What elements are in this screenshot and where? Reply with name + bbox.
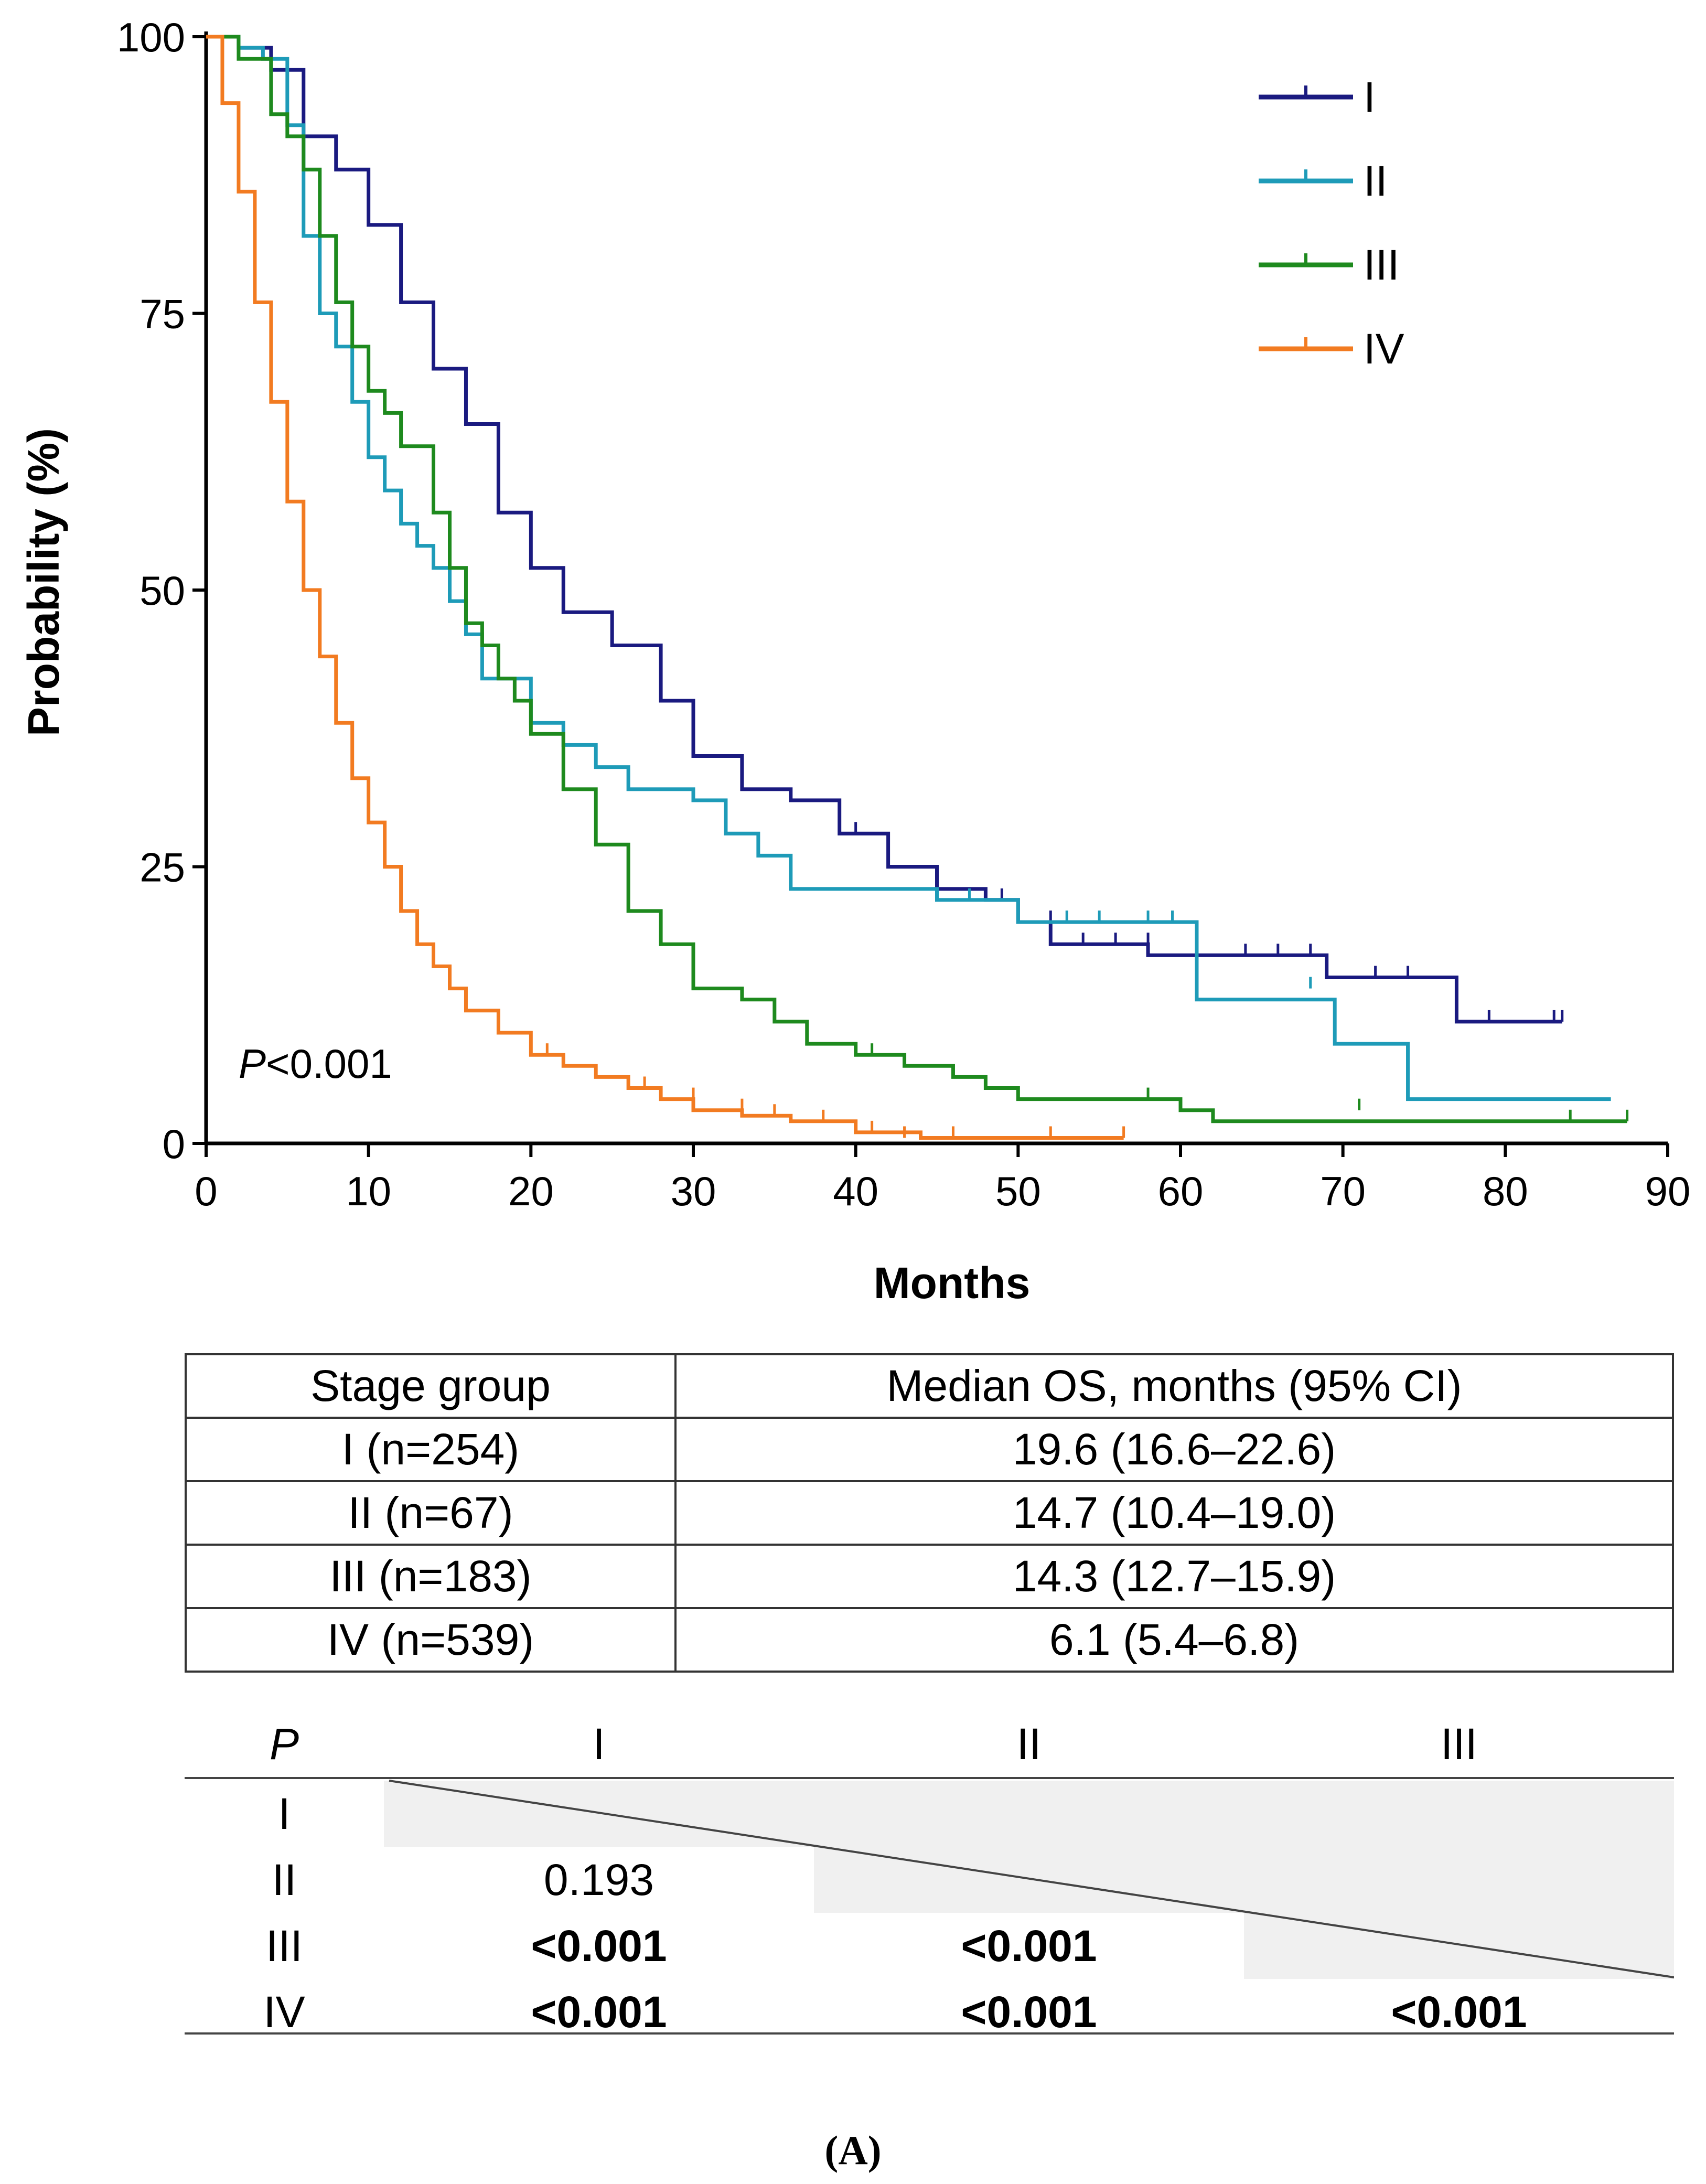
legend-label-I: I — [1364, 73, 1376, 121]
table-row: III (n=183) 14.3 (12.7–15.9) — [185, 1544, 1674, 1609]
legend-label-III: III — [1364, 241, 1399, 289]
diagonal-stroke — [389, 1780, 1674, 1978]
x-tick-label: 20 — [508, 1168, 554, 1214]
row-label-I: I — [278, 1789, 291, 1838]
col-header-I: I — [593, 1719, 605, 1769]
median-cell: 14.7 (10.4–19.0) — [674, 1480, 1674, 1546]
x-tick-label: 0 — [195, 1168, 217, 1214]
row-label-II: II — [272, 1855, 297, 1904]
ticks: 0 10 20 30 40 50 60 70 80 90 0 25 50 75 100 — [117, 14, 1691, 1214]
figure-caption: (A) — [824, 2127, 882, 2173]
table-header-row: Stage group Median OS, months (95% CI) — [185, 1353, 1674, 1419]
y-tick-label: 25 — [140, 844, 185, 891]
p-IV-vs-III: <0.001 — [1391, 1987, 1527, 2037]
x-tick-label: 50 — [995, 1168, 1041, 1214]
x-axis-label: Months — [874, 1258, 1031, 1308]
series-line-IV — [206, 35, 1124, 1140]
p-III-vs-II: <0.001 — [961, 1921, 1097, 1971]
median-os-table: Stage group Median OS, months (95% CI) I… — [185, 1353, 1674, 1673]
table-row: II (n=67) 14.7 (10.4–19.0) — [185, 1480, 1674, 1546]
series-line-I — [206, 35, 1562, 1024]
series-group — [206, 35, 1629, 1140]
p-IV-vs-II: <0.001 — [961, 1987, 1097, 2037]
stage-cell: II (n=67) — [185, 1480, 677, 1546]
y-axis-label: Probability (%) — [19, 428, 68, 736]
series-line-II — [206, 35, 1611, 1101]
y-tick-label: 50 — [140, 568, 185, 614]
series-line-III — [206, 35, 1627, 1123]
median-cell: 14.3 (12.7–15.9) — [674, 1544, 1674, 1609]
table-row: IV (n=539) 6.1 (5.4–6.8) — [185, 1607, 1674, 1673]
x-tick-label: 80 — [1483, 1168, 1528, 1214]
diagonal-line — [185, 1777, 1674, 2035]
p-III-vs-I: <0.001 — [531, 1921, 667, 1971]
legend-label-IV: IV — [1364, 325, 1404, 373]
p-IV-vs-I: <0.001 — [531, 1987, 667, 2037]
legend-label-II: II — [1364, 157, 1388, 205]
row-label-IV: IV — [263, 1987, 305, 2037]
x-tick-label: 40 — [833, 1168, 878, 1214]
header-stage-group: Stage group — [185, 1353, 677, 1419]
table-row: I (n=254) 19.6 (16.6–22.6) — [185, 1417, 1674, 1482]
shade-block — [1244, 1913, 1674, 1979]
col-header-II: II — [1016, 1719, 1042, 1769]
x-tick-label: 90 — [1645, 1168, 1691, 1214]
y-tick-label: 75 — [140, 291, 185, 337]
stage-cell: I (n=254) — [185, 1417, 677, 1482]
stage-cell: III (n=183) — [185, 1544, 677, 1609]
p-value-annotation: P<0.001 — [239, 1041, 392, 1087]
x-tick-label: 60 — [1158, 1168, 1204, 1214]
col-header-III: III — [1440, 1719, 1477, 1769]
p-II-vs-I: 0.193 — [543, 1855, 654, 1904]
shade-block — [814, 1847, 1674, 1913]
median-cell: 6.1 (5.4–6.8) — [674, 1607, 1674, 1673]
x-tick-label: 10 — [346, 1168, 391, 1214]
header-median-os: Median OS, months (95% CI) — [674, 1353, 1674, 1419]
p-corner-label: P — [269, 1719, 299, 1769]
pairwise-p-table: P I II III I II III IV 0.193 <0.001 <0.0… — [185, 1715, 1674, 2037]
axes — [204, 31, 1668, 1145]
row-label-III: III — [265, 1921, 303, 1971]
y-tick-label: 100 — [117, 14, 185, 60]
median-cell: 19.6 (16.6–22.6) — [674, 1417, 1674, 1482]
y-tick-label: 0 — [163, 1121, 185, 1167]
x-tick-label: 70 — [1320, 1168, 1366, 1214]
stage-cell: IV (n=539) — [185, 1607, 677, 1673]
x-tick-label: 30 — [671, 1168, 716, 1214]
